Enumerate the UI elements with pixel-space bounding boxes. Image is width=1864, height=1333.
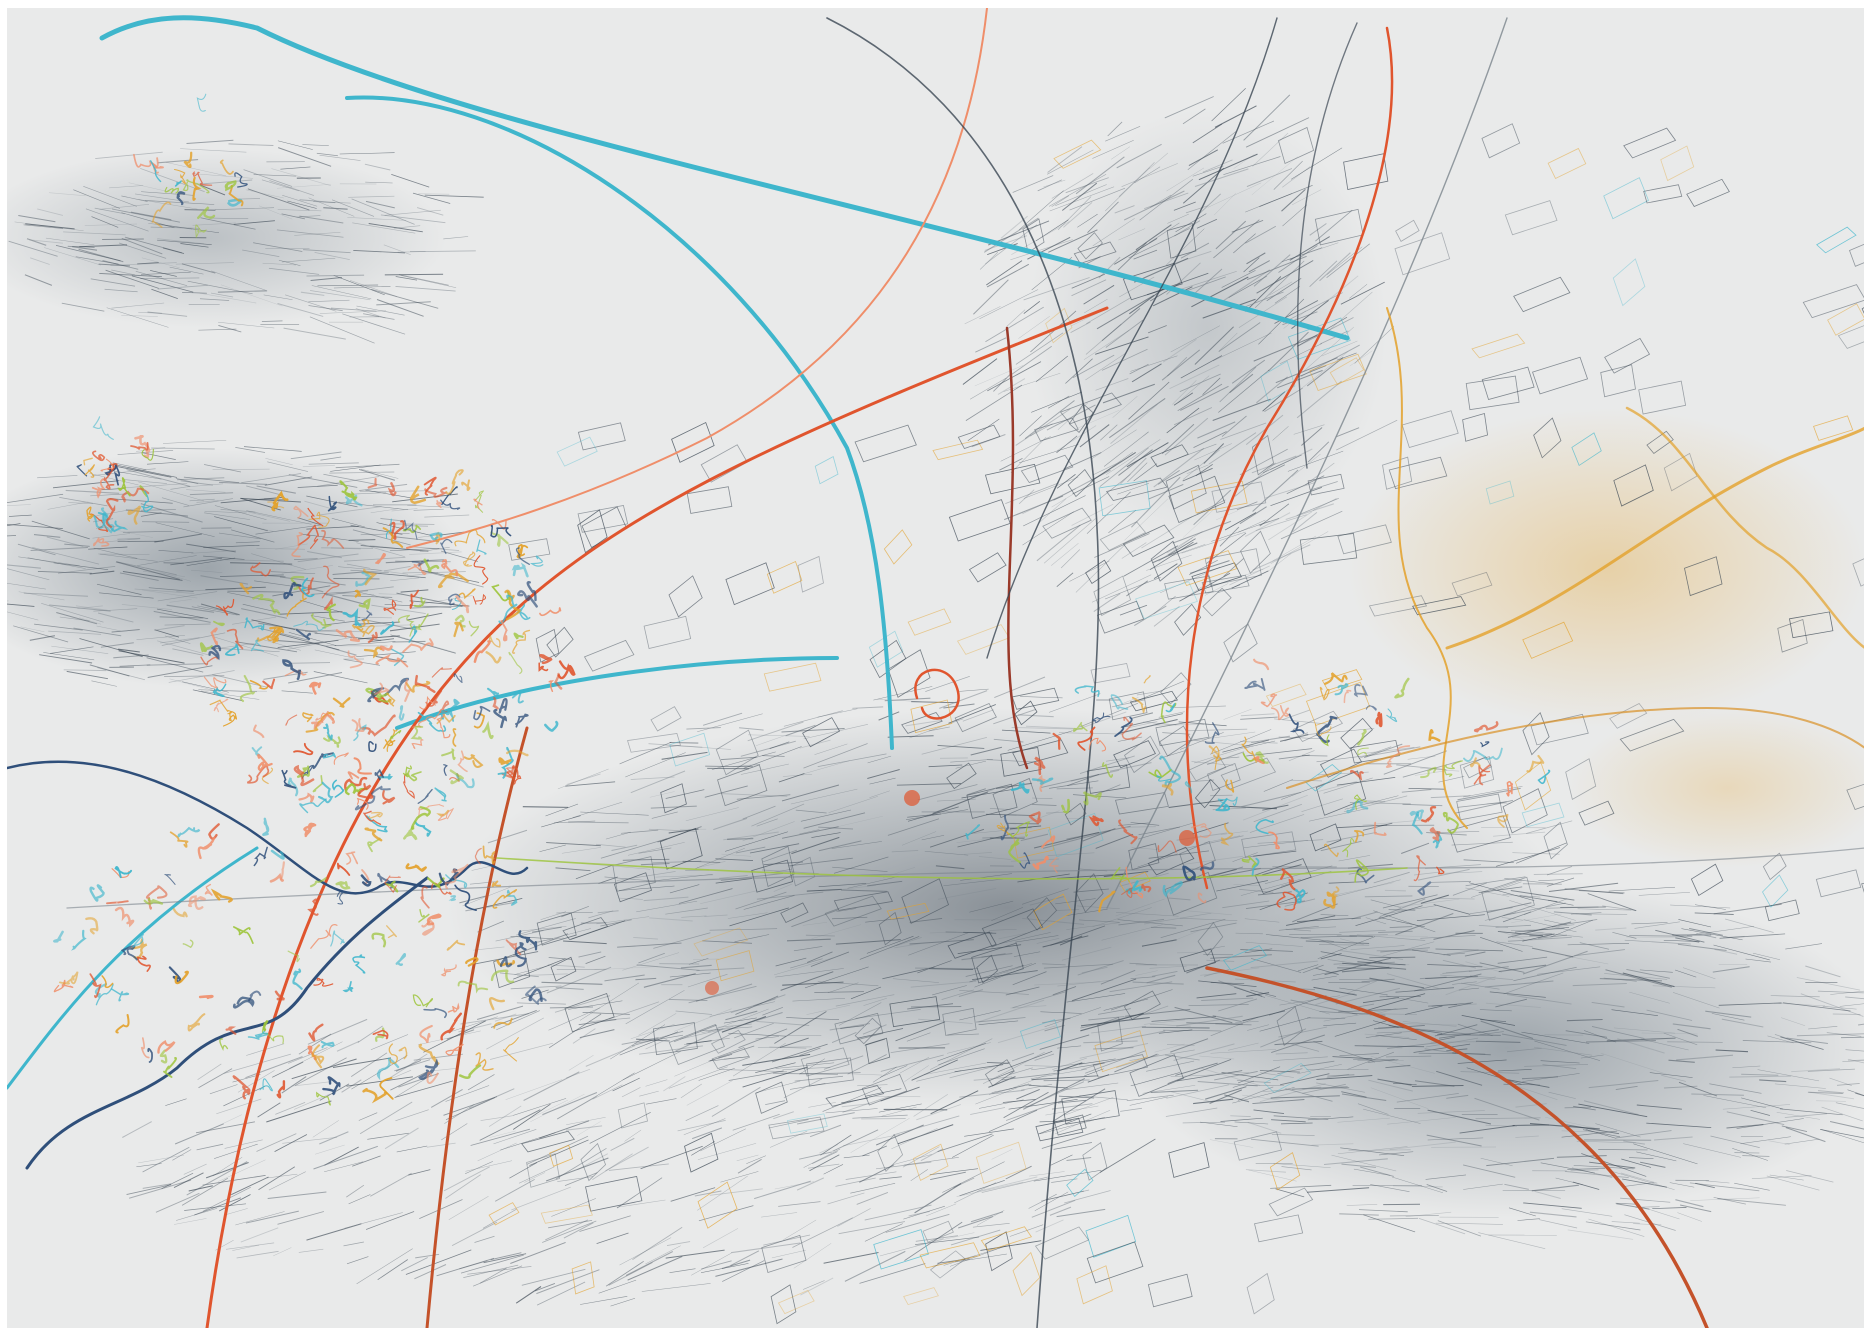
sweeping-lines	[7, 8, 1864, 1328]
orange-dot-c	[705, 981, 719, 995]
drawing	[7, 8, 1864, 1328]
orange-sweep-b	[425, 726, 529, 1328]
cyan-short-line	[395, 656, 839, 730]
ochre-contour-c	[1625, 406, 1864, 649]
artwork-canvas	[7, 8, 1864, 1328]
cyan-left-line	[7, 846, 259, 1090]
ochre-contour-a	[1386, 307, 1468, 829]
orange-dot-a	[904, 790, 920, 806]
blue-river-a	[7, 760, 529, 895]
blue-river-b	[25, 876, 429, 1170]
orange-dot-b	[1179, 830, 1195, 846]
ochre-contour-d	[1286, 706, 1864, 789]
orange-loop	[914, 668, 960, 720]
scribble-cluster	[53, 93, 1551, 1106]
cyan-long-line	[99, 15, 1350, 341]
orange-sweep-d	[1205, 966, 1709, 1328]
shading-masses	[7, 108, 1864, 1218]
orange-sweep-c	[1185, 26, 1394, 890]
graphite-curve-d	[1106, 17, 1508, 909]
graphite-curve-b	[986, 17, 1278, 659]
graphite-curve-a	[826, 17, 1100, 1328]
ochre-contour-b	[1445, 426, 1864, 650]
lime-line	[496, 857, 1408, 880]
salmon-arc	[406, 8, 988, 549]
dark-red-line	[1005, 326, 1029, 770]
cyan-arc-line	[345, 95, 894, 750]
orange-sweep-a	[205, 306, 1109, 1328]
graphite-curve-c	[1296, 22, 1358, 469]
